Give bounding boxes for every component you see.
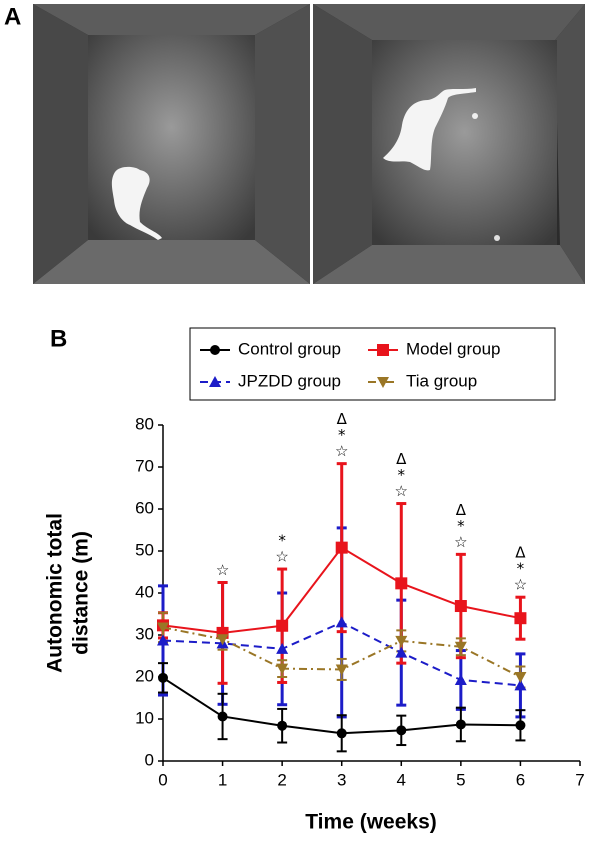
y-tick-label: 10 (135, 708, 154, 727)
significance-mark: * (457, 517, 465, 535)
significance-mark: ☆ (275, 548, 288, 566)
legend-label: JPZDD group (238, 371, 341, 390)
photo-left (33, 4, 310, 284)
significance-mark: ☆ (335, 442, 348, 460)
significance-mark: Δ (337, 410, 348, 428)
legend-marker (209, 376, 221, 387)
x-tick-label: 5 (456, 770, 465, 789)
marker (514, 672, 527, 683)
legend-label: Control group (238, 339, 341, 358)
marker (335, 616, 348, 628)
photo-right (313, 4, 585, 284)
marker (216, 634, 229, 646)
legend-marker (377, 377, 389, 388)
marker (395, 577, 408, 590)
marker (276, 663, 289, 675)
x-axis-title: Time (weeks) (305, 811, 437, 834)
marker (396, 725, 407, 736)
x-tick-label: 1 (218, 770, 227, 789)
significance-mark: ☆ (395, 482, 408, 500)
marker (514, 679, 527, 691)
marker (217, 711, 228, 722)
y-axis-title-line: distance (m) (70, 531, 93, 655)
x-tick-label: 7 (575, 770, 584, 789)
marker (157, 622, 169, 634)
legend-label: Model group (406, 339, 501, 358)
y-tick-label: 50 (135, 540, 154, 559)
significance-mark: ☆ (454, 533, 467, 551)
panel-label: B (50, 325, 67, 352)
x-tick-label: 0 (158, 770, 167, 789)
marker (395, 635, 408, 647)
y-tick-label: 60 (135, 498, 154, 517)
marker (336, 728, 347, 739)
marker (515, 720, 526, 731)
x-tick-label: 3 (337, 770, 346, 789)
significance-mark: ☆ (514, 576, 527, 594)
y-axis-title: Autonomic total distance (m) (44, 513, 93, 673)
panel-label: A (4, 3, 21, 30)
x-tick-label: 4 (397, 770, 406, 789)
marker (276, 642, 289, 654)
significance-mark: ☆ (216, 561, 229, 579)
marker (454, 673, 467, 685)
marker (277, 720, 288, 731)
legend-box (189, 327, 556, 401)
y-tick-label: 30 (135, 624, 154, 643)
y-tick-label: 70 (135, 456, 154, 475)
y-tick-label: 0 (145, 750, 154, 769)
marker (454, 641, 467, 653)
marker (395, 646, 408, 658)
significance-mark: * (517, 560, 525, 578)
significance-mark: Δ (515, 544, 526, 562)
significance-mark: Δ (456, 501, 467, 519)
x-tick-label: 2 (277, 770, 286, 789)
legend-marker (377, 344, 389, 356)
y-tick-label: 20 (135, 666, 154, 685)
significance-mark: * (398, 466, 406, 484)
significance-mark: Δ (396, 450, 407, 468)
y-axis-title-line: Autonomic total (44, 513, 67, 673)
marker (335, 664, 348, 676)
marker (158, 672, 168, 683)
marker (157, 634, 169, 646)
y-tick-label: 80 (135, 414, 154, 433)
marker (276, 619, 289, 632)
y-tick-label: 40 (135, 582, 154, 601)
legend-marker (210, 345, 220, 355)
x-tick-label: 6 (516, 770, 525, 789)
significance-mark: * (278, 532, 286, 550)
marker (455, 719, 466, 730)
marker (335, 541, 348, 554)
significance-mark: * (338, 426, 346, 444)
legend-label: Tia group (406, 371, 477, 390)
marker (454, 600, 467, 613)
marker (514, 612, 527, 625)
